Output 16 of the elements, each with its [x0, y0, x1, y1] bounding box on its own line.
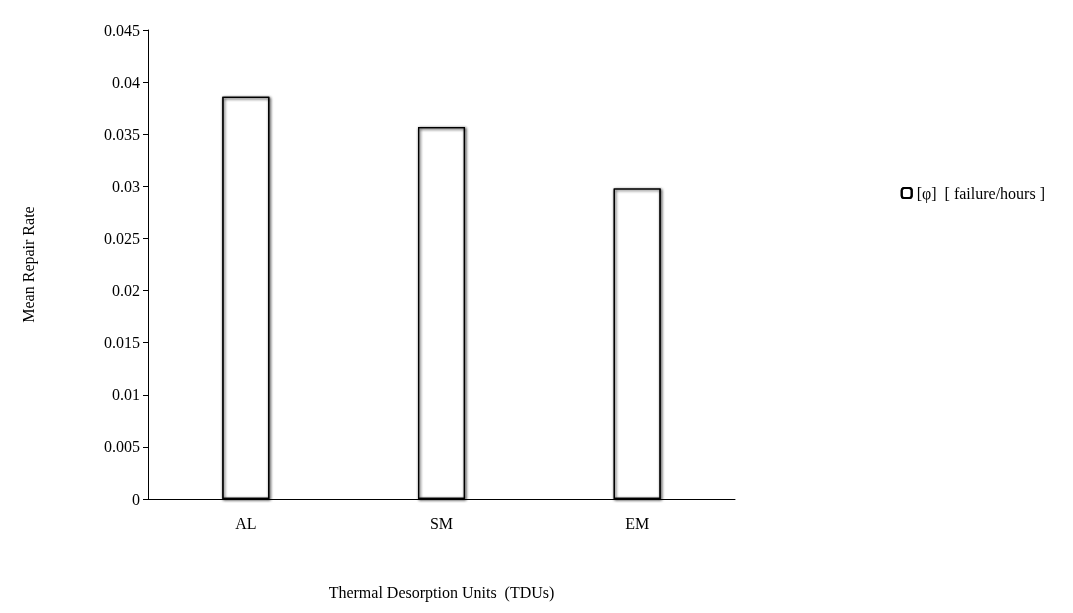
y-axis-title: Mean Repair Rate [19, 206, 38, 323]
y-tick-label: 0.035 [104, 125, 140, 143]
y-tick-label: 0.01 [112, 386, 140, 404]
x-tick-label: AL [235, 514, 257, 532]
y-tick-label: 0.04 [112, 73, 140, 91]
y-tick-label: 0.045 [104, 21, 140, 39]
y-tick-label: 0.005 [104, 438, 140, 456]
x-tick-label: EM [625, 514, 650, 532]
x-axis-title: Thermal Desorption Units (TDUs) [328, 583, 555, 602]
y-tick-label: 0.015 [104, 334, 140, 352]
x-tick-label: SM [429, 514, 454, 532]
legend-label: [φ] [ failure/hours ] [916, 184, 1045, 203]
y-tick-label: 0.02 [112, 282, 140, 300]
y-tick-label: 0.025 [104, 229, 140, 247]
y-tick-label: 0 [132, 490, 140, 508]
y-tick-label: 0.03 [112, 177, 140, 195]
